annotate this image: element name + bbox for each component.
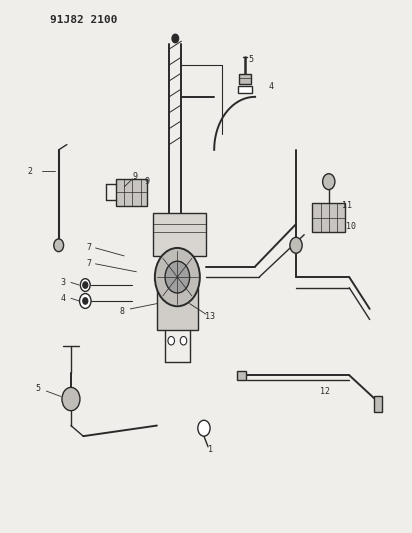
- Text: 7: 7: [87, 244, 92, 253]
- Circle shape: [155, 248, 200, 306]
- Text: 10: 10: [346, 222, 356, 231]
- Circle shape: [172, 34, 178, 43]
- Text: 7: 7: [87, 260, 92, 268]
- Circle shape: [198, 420, 210, 436]
- Text: 9: 9: [132, 172, 137, 181]
- Text: 5: 5: [248, 55, 253, 64]
- Bar: [157, 288, 198, 330]
- Text: 1: 1: [208, 445, 213, 454]
- Circle shape: [80, 279, 90, 292]
- Text: 4: 4: [60, 294, 65, 303]
- Text: 2: 2: [28, 166, 33, 175]
- Text: 3: 3: [60, 278, 65, 287]
- Text: 11: 11: [342, 201, 352, 210]
- Bar: [236, 371, 246, 381]
- Text: 13: 13: [205, 312, 215, 321]
- Circle shape: [83, 282, 88, 288]
- Text: 8: 8: [119, 307, 124, 316]
- Circle shape: [180, 336, 187, 345]
- Bar: [116, 179, 147, 206]
- Text: 5: 5: [36, 384, 41, 393]
- Bar: [239, 74, 250, 84]
- Circle shape: [168, 336, 175, 345]
- Circle shape: [80, 294, 91, 309]
- Bar: [238, 86, 252, 93]
- Text: 12: 12: [320, 386, 330, 395]
- Bar: [312, 203, 345, 232]
- Circle shape: [83, 298, 88, 304]
- Circle shape: [62, 387, 80, 411]
- Circle shape: [323, 174, 335, 190]
- Bar: [374, 397, 382, 413]
- Circle shape: [165, 261, 190, 293]
- Bar: [153, 214, 206, 256]
- Text: 4: 4: [269, 82, 274, 91]
- Circle shape: [54, 239, 63, 252]
- Circle shape: [290, 237, 302, 253]
- Text: 9: 9: [144, 177, 149, 186]
- Text: 91J82 2100: 91J82 2100: [51, 15, 118, 25]
